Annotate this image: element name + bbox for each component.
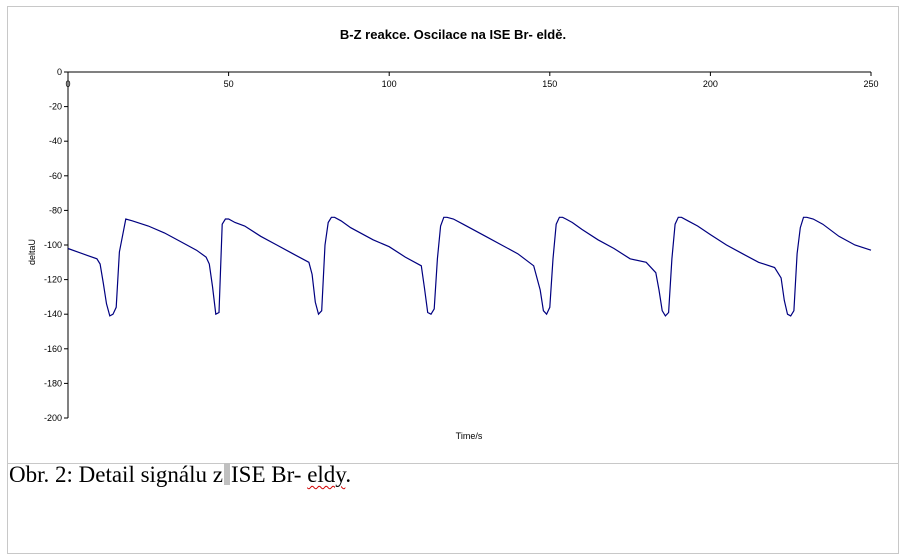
chart-axes: 0 -20 -40 -60 -80 -100 -120 -140 -160 -180 -200 0 50… xyxy=(44,67,879,423)
x-tick-label: 50 xyxy=(224,79,234,89)
y-tick-label: -100 xyxy=(44,240,62,250)
line-chart: B-Z reakce. Oscilace na ISE Br- eldě. 0 -… xyxy=(27,27,879,441)
y-tick-label: 0 xyxy=(57,67,62,77)
x-tick-label: 100 xyxy=(382,79,397,89)
y-tick-label: -140 xyxy=(44,309,62,319)
y-axis-label: deltaU xyxy=(27,239,37,265)
figure-caption[interactable]: Obr. 2: Detail signálu z ISE Br- eldy. xyxy=(9,462,351,488)
caption-misspelled-word: eldy xyxy=(307,462,346,487)
caption-prefix: Obr. 2: Detail signálu z xyxy=(9,462,223,487)
y-tick-label: -200 xyxy=(44,413,62,423)
x-tick-label: 250 xyxy=(863,79,878,89)
chart-container: B-Z reakce. Oscilace na ISE Br- eldě. 0 -… xyxy=(7,6,899,464)
caption-suffix: . xyxy=(345,462,352,487)
x-tick-label: 0 xyxy=(65,79,70,89)
series-line xyxy=(67,216,872,317)
x-tick-label: 150 xyxy=(542,79,557,89)
text-cursor xyxy=(224,463,230,485)
y-tick-label: -160 xyxy=(44,344,62,354)
caption-middle: ISE Br- xyxy=(231,462,308,487)
y-tick-label: -120 xyxy=(44,275,62,285)
document-page xyxy=(7,6,899,554)
chart-title: B-Z reakce. Oscilace na ISE Br- eldě. xyxy=(340,27,566,42)
y-tick-label: -20 xyxy=(49,102,62,112)
y-tick-label: -80 xyxy=(49,205,62,215)
y-tick-label: -180 xyxy=(44,378,62,388)
x-axis-label: Time/s xyxy=(456,431,483,441)
y-tick-label: -60 xyxy=(49,171,62,181)
x-tick-label: 200 xyxy=(703,79,718,89)
chart-series xyxy=(67,216,872,317)
y-tick-label: -40 xyxy=(49,136,62,146)
